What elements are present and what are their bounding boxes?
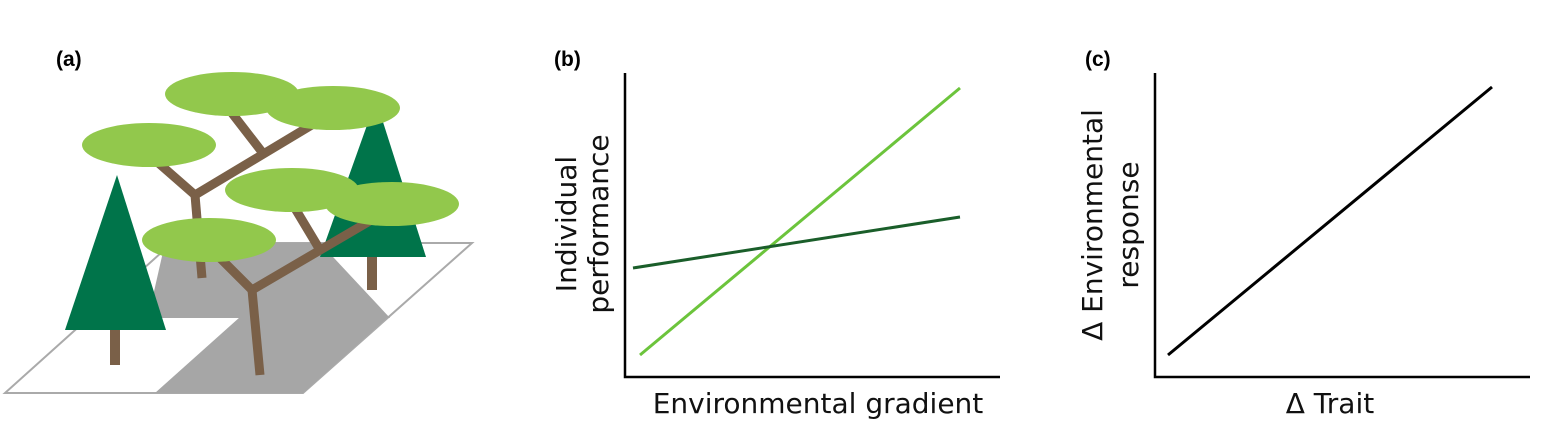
response-line	[639, 86, 961, 357]
forest-illustration	[2, 72, 475, 394]
y-axis-label: performance	[582, 134, 615, 313]
trunk	[110, 325, 120, 365]
response-line	[632, 215, 961, 270]
response-line	[1167, 85, 1493, 357]
panel-label: (c)	[1085, 48, 1111, 71]
canopies	[82, 72, 459, 262]
axes	[623, 73, 1000, 379]
y-axis-label: Δ Environmental	[1076, 109, 1109, 341]
x-axis-label: Environmental gradient	[653, 387, 984, 420]
x-axis-label: Δ Trait	[1286, 387, 1374, 420]
panel-label: (a)	[56, 48, 82, 71]
y-axis-label: response	[1112, 161, 1145, 288]
y-axis-label: Individual	[550, 156, 583, 292]
panel-label: (b)	[554, 48, 581, 71]
conifer	[65, 175, 166, 330]
trunk	[367, 250, 377, 290]
axes	[1153, 73, 1530, 379]
shade-patch	[155, 317, 388, 393]
